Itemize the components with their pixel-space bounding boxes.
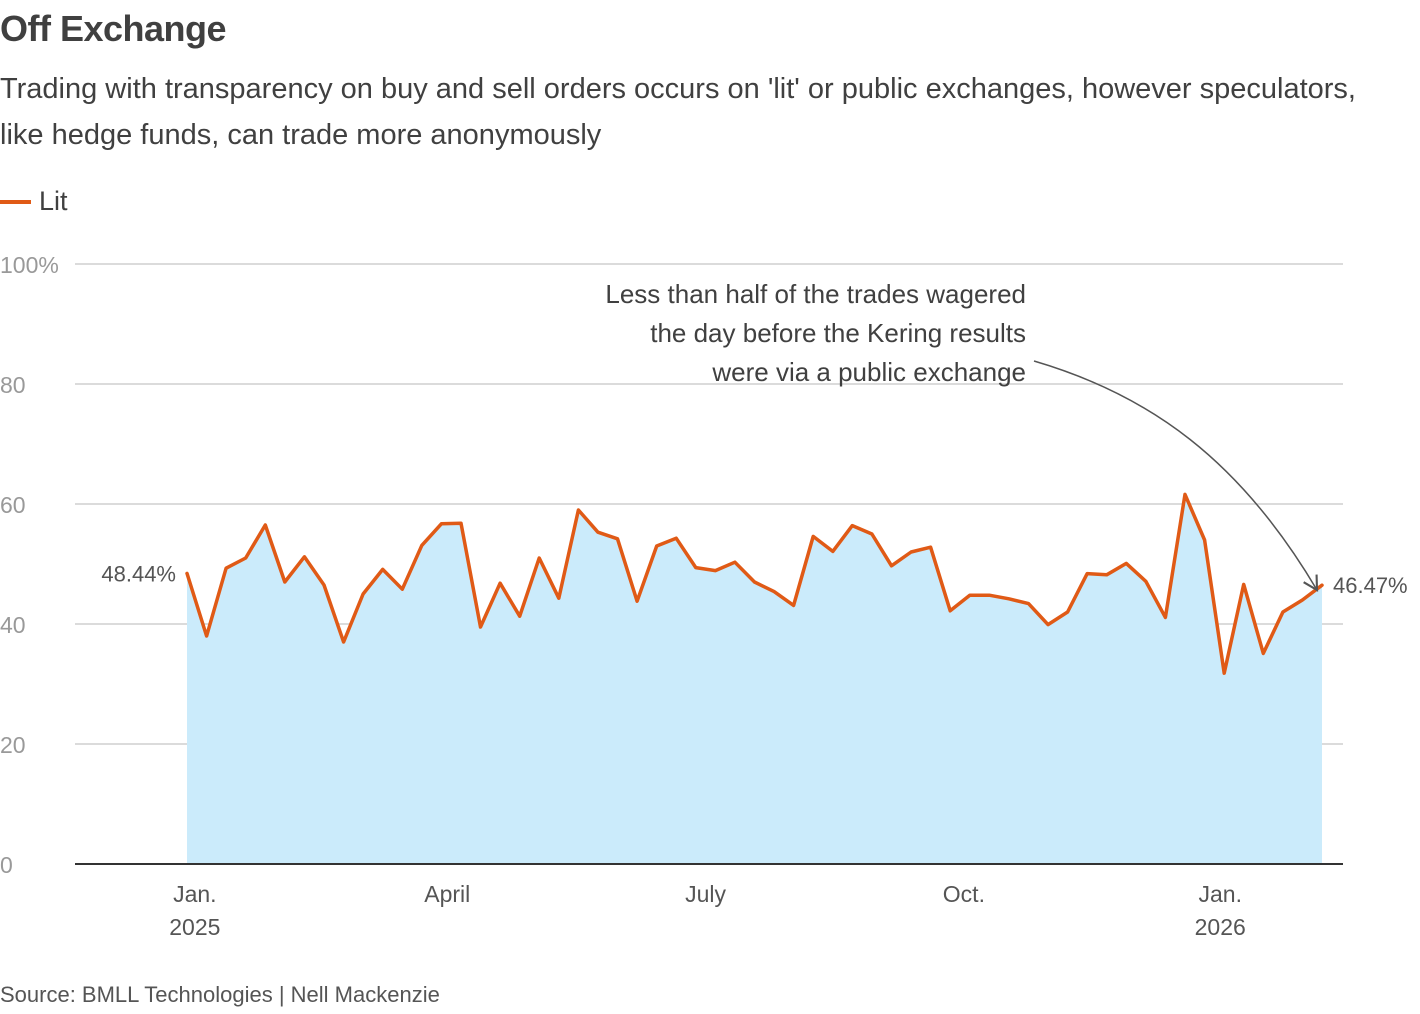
callout-arrow (1033, 360, 1319, 592)
x-tick-label-2: July (685, 881, 726, 907)
x-tick-year-0: 2025 (169, 914, 220, 940)
source-credit: Source: BMLL Technologies | Nell Mackenz… (0, 982, 440, 1007)
y-tick-label-100: 100% (0, 252, 59, 278)
y-tick-label-40: 40 (0, 612, 26, 638)
x-tick-label-3: Oct. (943, 881, 985, 907)
callout-text-line3: were via a public exchange (711, 357, 1026, 387)
x-axis-tick-labels: Jan. 2025 April July Oct. Jan. 2026 (169, 881, 1246, 940)
x-tick-label-0: Jan. (173, 881, 216, 907)
chart-title: Off Exchange (0, 8, 227, 49)
legend: Lit (0, 186, 68, 217)
legend-label-lit: Lit (39, 186, 68, 216)
legend-line-swatch (0, 199, 31, 204)
x-tick-year-4: 2026 (1195, 914, 1246, 940)
y-tick-label-20: 20 (0, 732, 26, 758)
lit-area-fill (187, 494, 1322, 864)
callout-annotation: Less than half of the trades wagered the… (605, 279, 1319, 592)
callout-text-line1: Less than half of the trades wagered (605, 279, 1026, 309)
lit-series-line (185, 492, 1324, 675)
callout-text-line2: the day before the Kering results (650, 318, 1026, 348)
x-tick-label-1: April (424, 881, 470, 907)
chart-subtitle: Trading with transparency on buy and sel… (0, 73, 1356, 151)
start-value-label: 48.44% (101, 561, 176, 586)
y-tick-label-0: 0 (0, 852, 13, 878)
y-axis-tick-labels: 100% 80 60 40 20 0 (0, 252, 59, 878)
y-tick-label-80: 80 (0, 372, 26, 398)
x-tick-label-4: Jan. (1198, 881, 1241, 907)
y-tick-label-60: 60 (0, 492, 26, 518)
end-value-label: 46.47% (1333, 573, 1408, 598)
